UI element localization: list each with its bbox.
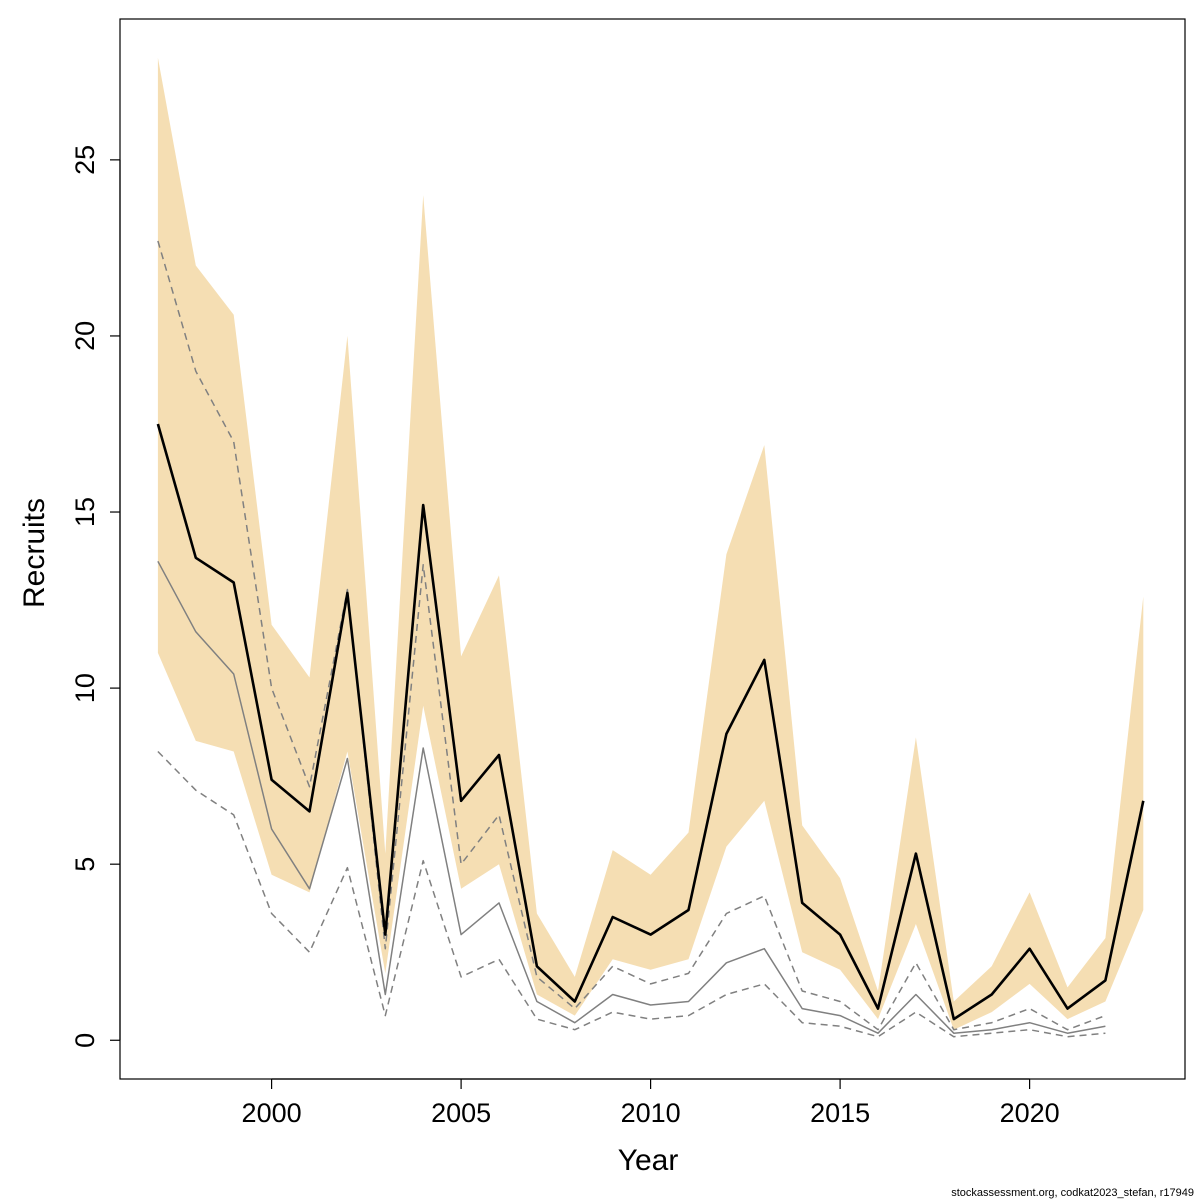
x-axis-label: Year [618, 1144, 679, 1177]
series-layer [156, 240, 1145, 1038]
y-tick-label: 15 [70, 497, 100, 527]
footer-note: stockassessment.org, codkat2023_stefan, … [951, 1187, 1194, 1199]
x-tick-label: 2015 [810, 1098, 870, 1128]
estimate-line [156, 423, 1145, 1021]
x-tick-label: 2020 [1000, 1098, 1060, 1128]
x-axis: 2000 2005 2010 2015 2020 [242, 1078, 1060, 1128]
y-tick-label: 5 [70, 857, 100, 872]
previous-estimate-line [157, 560, 1106, 1034]
x-tick-label: 2010 [621, 1098, 681, 1128]
previous-lower-ci-line [157, 750, 1106, 1038]
confidence-band [157, 57, 1144, 1030]
x-tick-label: 2005 [431, 1098, 491, 1128]
y-axis: 0 5 10 15 20 25 [70, 145, 121, 1048]
y-tick-label: 25 [70, 145, 100, 175]
confidence-band-layer [157, 57, 1144, 1030]
y-axis-label: Recruits [18, 498, 51, 608]
y-tick-label: 0 [70, 1033, 100, 1048]
x-tick-label: 2000 [242, 1098, 302, 1128]
previous-upper-ci-line [157, 240, 1106, 1031]
y-tick-label: 20 [70, 321, 100, 351]
y-tick-label: 10 [70, 673, 100, 703]
